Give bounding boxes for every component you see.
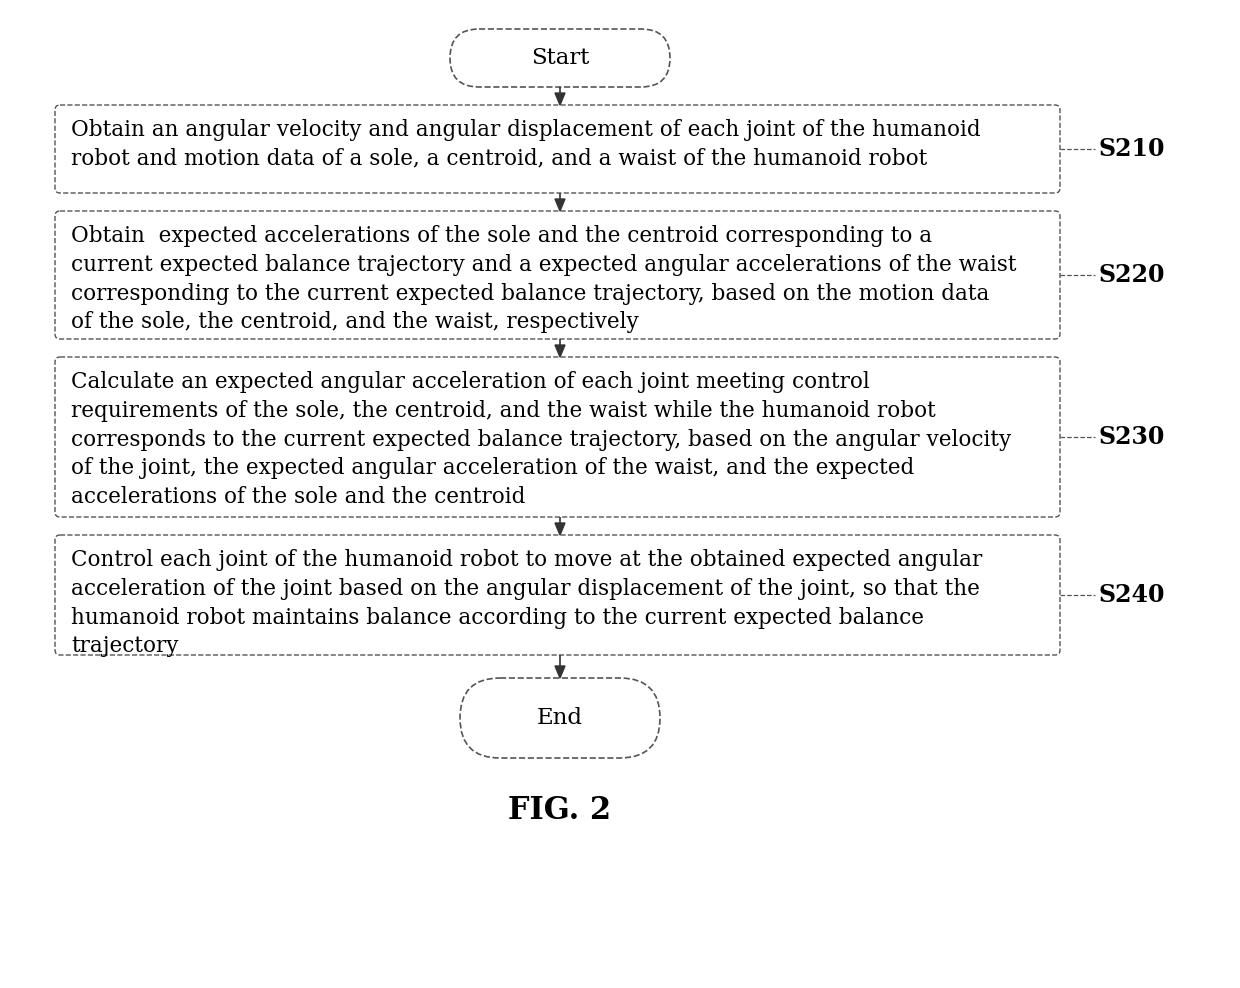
FancyBboxPatch shape	[55, 535, 1060, 655]
FancyBboxPatch shape	[450, 29, 670, 87]
Polygon shape	[556, 523, 565, 535]
Polygon shape	[556, 666, 565, 678]
Text: FIG. 2: FIG. 2	[508, 794, 611, 826]
Text: End: End	[537, 707, 583, 729]
Text: Calculate an expected angular acceleration of each joint meeting control
require: Calculate an expected angular accelerati…	[71, 371, 1012, 508]
Polygon shape	[556, 345, 565, 357]
Text: Control each joint of the humanoid robot to move at the obtained expected angula: Control each joint of the humanoid robot…	[71, 549, 982, 657]
Text: S230: S230	[1097, 425, 1164, 449]
Polygon shape	[556, 93, 565, 105]
Polygon shape	[556, 199, 565, 211]
FancyBboxPatch shape	[55, 211, 1060, 339]
Text: Obtain  expected accelerations of the sole and the centroid corresponding to a
c: Obtain expected accelerations of the sol…	[71, 225, 1017, 333]
Text: S220: S220	[1097, 263, 1164, 287]
FancyBboxPatch shape	[55, 105, 1060, 193]
Text: Start: Start	[531, 47, 589, 69]
Text: S210: S210	[1097, 137, 1164, 161]
Text: Obtain an angular velocity and angular displacement of each joint of the humanoi: Obtain an angular velocity and angular d…	[71, 119, 981, 170]
Text: S240: S240	[1097, 583, 1164, 607]
FancyBboxPatch shape	[55, 357, 1060, 517]
FancyBboxPatch shape	[460, 678, 660, 758]
